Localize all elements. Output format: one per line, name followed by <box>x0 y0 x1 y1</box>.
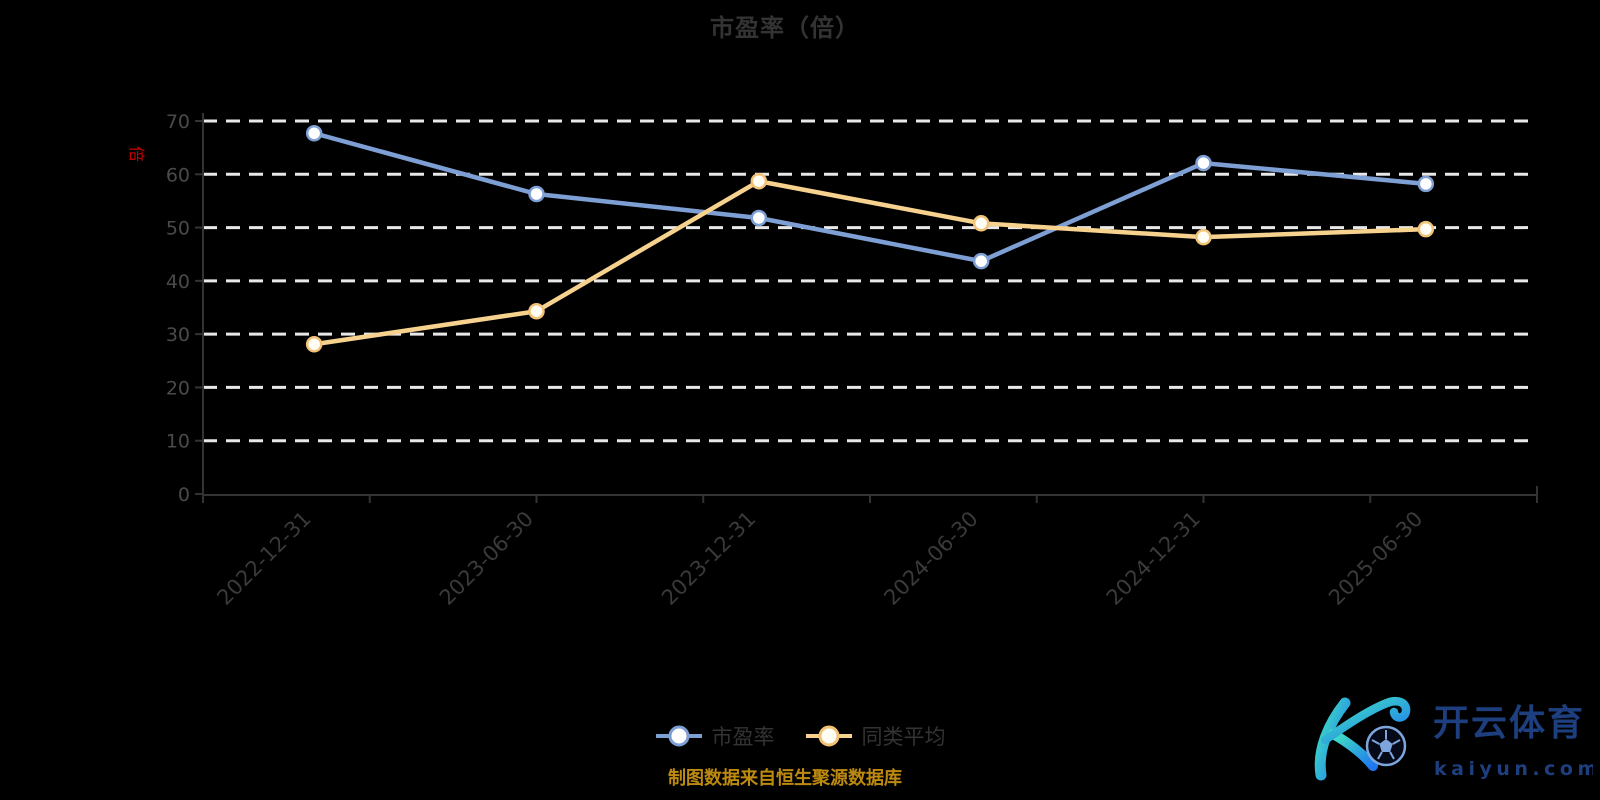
data-point-0-2[interactable] <box>750 209 768 227</box>
y-axis-label-60: 60 <box>166 164 190 186</box>
data-point-0-1[interactable] <box>528 185 545 203</box>
series-line-0[interactable] <box>311 131 1429 264</box>
y-axis-label-70: 70 <box>166 111 190 133</box>
data-point-1-1[interactable] <box>528 302 545 320</box>
data-point-1-2[interactable] <box>750 172 768 190</box>
data-point-1-0[interactable] <box>305 336 323 353</box>
legend-item-0[interactable]: 市盈率 <box>655 721 775 751</box>
watermark-brand-text: 开云体育 <box>1433 703 1585 744</box>
x-axis-label-4: 2024-12-31 <box>1102 507 1205 610</box>
x-axis-label-3: 2024-06-30 <box>879 507 982 610</box>
kaiyun-k-logo-icon <box>1314 697 1411 781</box>
data-point-1-5[interactable] <box>1417 220 1435 238</box>
legend-marker-icon <box>805 725 852 747</box>
y-axis-label-10: 10 <box>166 431 190 453</box>
data-point-0-5[interactable] <box>1417 175 1435 193</box>
chart-title: 市盈率（倍） <box>710 14 860 42</box>
data-point-0-3[interactable] <box>972 252 990 270</box>
y-axis-label-20: 20 <box>166 377 190 399</box>
x-axis-label-2: 2023-12-31 <box>657 507 760 610</box>
y-axis-label-40: 40 <box>166 271 190 293</box>
legend-label-1: 同类平均 <box>861 725 946 749</box>
data-source-note: 制图数据来自恒生聚源数据库 <box>668 768 902 789</box>
legend-label-0: 市盈率 <box>711 725 775 749</box>
chart-legend: 市盈率 同类平均 <box>0 718 1600 754</box>
data-point-1-3[interactable] <box>972 215 990 232</box>
legend-item-1[interactable]: 同类平均 <box>805 721 946 751</box>
watermark-domain-text: kaiyun.com <box>1434 758 1593 780</box>
y-axis-label-0: 0 <box>178 484 190 506</box>
series-line-1[interactable] <box>311 178 1429 347</box>
y-axis-label-50: 50 <box>166 218 190 240</box>
data-point-1-4[interactable] <box>1195 228 1212 246</box>
x-axis-label-1: 2023-06-30 <box>435 507 538 610</box>
y-axis-label-30: 30 <box>166 324 190 346</box>
data-point-0-0[interactable] <box>305 125 323 142</box>
soccer-ball-icon <box>1365 725 1407 767</box>
legend-marker-icon <box>655 725 702 747</box>
x-axis-label-5: 2025-06-30 <box>1324 507 1427 610</box>
data-point-0-4[interactable] <box>1195 154 1212 172</box>
kaiyun-watermark[interactable]: 开云体育 kaiyun.com <box>1293 678 1597 796</box>
x-axis-label-0: 2022-12-31 <box>212 507 315 610</box>
